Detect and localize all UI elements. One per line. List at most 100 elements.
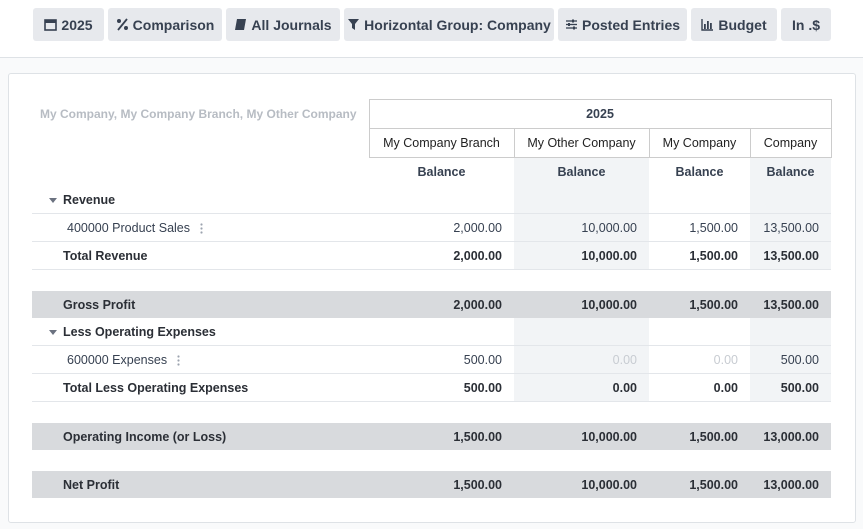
menu-dots[interactable] [177, 355, 180, 366]
amount: 1,500.00 [649, 471, 750, 498]
amount: 0.00 [514, 345, 649, 374]
row-label-text: Net Profit [63, 477, 120, 492]
caret [49, 197, 57, 203]
measure-header: Balance [417, 165, 466, 179]
empty-cell [649, 186, 750, 214]
amount: 10,000.00 [514, 423, 649, 450]
period-header: 2025 [368, 99, 832, 129]
empty-cell [369, 318, 514, 346]
funnel-icon [348, 19, 360, 30]
empty-cell [750, 318, 831, 346]
filter-button[interactable]: Comparison [108, 8, 222, 41]
button-label: In .$ [791, 16, 820, 33]
report-table: My Company, My Company Branch, My Other … [32, 99, 832, 498]
caret [49, 329, 57, 335]
empty-cell [750, 186, 831, 214]
row-label: 400000 Product Sales [32, 213, 369, 242]
amount: 0.00 [514, 373, 649, 402]
row-label: Total Less Operating Expenses [32, 373, 369, 402]
filter-button[interactable]: 2025 [33, 8, 104, 41]
row-label: Less Operating Expenses [32, 318, 369, 346]
amount: 10,000.00 [514, 291, 649, 318]
line-row: 600000 Expenses 500.00 0.00 0.00 500.00 [32, 345, 831, 374]
row-label-text: 600000 Expenses [67, 352, 168, 367]
companies-label: My Company, My Company Branch, My Other … [40, 107, 357, 121]
sliders-icon [565, 19, 577, 30]
amount: 13,000.00 [750, 471, 831, 498]
amount: 1,500.00 [649, 241, 750, 270]
button-label: All Journals [251, 16, 332, 33]
summary-row: Gross Profit 2,000.00 10,000.00 1,500.00 13,… [32, 291, 831, 318]
row-label: 600000 Expenses [32, 345, 369, 374]
summary-row: Operating Income (or Loss) 1,500.00 10,000… [32, 423, 831, 450]
measure-header: Balance [675, 165, 724, 179]
amount: 500.00 [750, 373, 831, 402]
blank [32, 158, 369, 187]
amount: 13,500.00 [750, 213, 831, 242]
amount: 0.00 [649, 373, 750, 402]
amount: 10,000.00 [514, 471, 649, 498]
row-label-text: Total Revenue [63, 248, 148, 263]
row-label-text: Gross Profit [63, 297, 136, 312]
amount: 500.00 [369, 373, 514, 402]
amount: 500.00 [750, 345, 831, 374]
amount: 0.00 [649, 345, 750, 374]
empty-cell [369, 186, 514, 214]
menu-dots[interactable] [200, 223, 203, 234]
summary-row: Net Profit 1,500.00 10,000.00 1,500.00 13,00… [32, 471, 831, 498]
button-label: Posted Entries [581, 16, 681, 33]
total-row: Total Revenue 2,000.00 10,000.00 1,500.00 13… [32, 241, 831, 270]
row-label: Gross Profit [32, 291, 369, 318]
toolbar: 2025 Comparison All Journals Horizontal … [0, 0, 863, 58]
amount: 500.00 [369, 345, 514, 374]
measure-header: Balance [750, 157, 831, 186]
filter-button[interactable]: In .$ [781, 8, 831, 41]
amount: 10,000.00 [514, 241, 649, 270]
filter-button[interactable]: Posted Entries [558, 8, 687, 41]
empty-cell [514, 186, 649, 214]
button-label: Budget [718, 16, 767, 33]
column-header: Company [749, 128, 832, 158]
bar-chart-icon [701, 19, 714, 31]
empty-cell [514, 318, 649, 346]
row-label-text: Revenue [63, 192, 116, 207]
row-label-text: 400000 Product Sales [67, 220, 191, 235]
row-label: Net Profit [32, 471, 369, 498]
button-label: Comparison [132, 16, 215, 33]
amount: 1,500.00 [649, 423, 750, 450]
total-row: Total Less Operating Expenses 500.00 0.00 0… [32, 373, 831, 402]
amount: 1,500.00 [649, 213, 750, 242]
amount: 1,500.00 [649, 291, 750, 318]
amount: 13,500.00 [750, 241, 831, 270]
spacer-cell [32, 402, 831, 424]
book-icon [235, 19, 247, 30]
button-label: 2025 [61, 16, 93, 33]
spacer-row [32, 450, 831, 471]
section-row: Revenue [32, 186, 831, 214]
row-label-text: Operating Income (or Loss) [63, 429, 227, 444]
column-header: My Company [648, 128, 751, 158]
row-label: Total Revenue [32, 241, 369, 270]
column-header: My Company Branch [368, 128, 515, 158]
amount: 2,000.00 [369, 213, 514, 242]
measure-header: Balance [514, 157, 649, 186]
amount: 10,000.00 [514, 213, 649, 242]
row-label: Revenue [32, 186, 369, 214]
percent-icon [116, 18, 128, 31]
filter-button[interactable]: Horizontal Group: Company [344, 8, 554, 41]
amount: 13,500.00 [750, 291, 831, 318]
amount: 1,500.00 [369, 471, 514, 498]
spacer-row [32, 270, 831, 292]
row-label-text: Total Less Operating Expenses [63, 380, 249, 395]
button-label: Horizontal Group: Company [364, 16, 551, 33]
section-row: Less Operating Expenses [32, 318, 831, 346]
column-header: My Other Company [513, 128, 650, 158]
spacer-row [32, 402, 831, 424]
filter-button[interactable]: All Journals [226, 8, 340, 41]
calendar-icon [44, 19, 58, 31]
amount: 13,000.00 [750, 423, 831, 450]
amount: 2,000.00 [369, 291, 514, 318]
filter-button[interactable]: Budget [691, 8, 777, 41]
row-label: Operating Income (or Loss) [32, 423, 369, 450]
